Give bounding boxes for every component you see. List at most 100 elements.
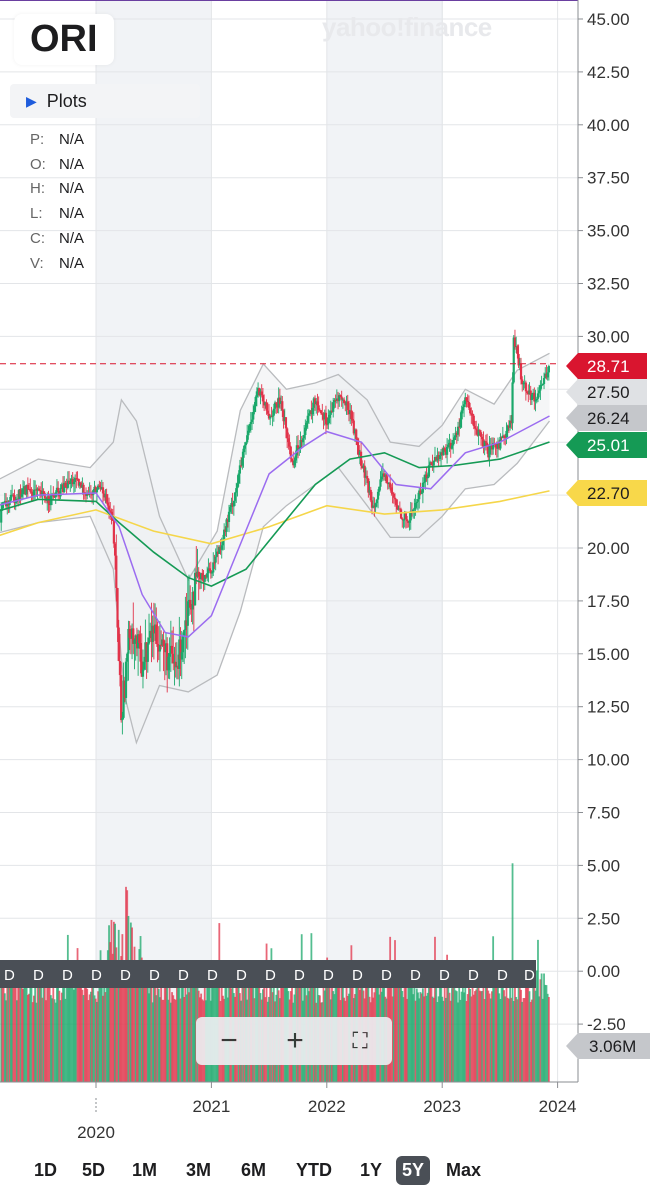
candle-body	[53, 496, 56, 498]
plots-toggle[interactable]: ▶ Plots	[10, 84, 200, 118]
volume-bar	[417, 992, 419, 1082]
candle-body	[180, 652, 183, 660]
x-tick-label: 2021	[192, 1097, 230, 1116]
candle-body	[20, 494, 23, 497]
candle-body	[481, 436, 484, 440]
candle-body	[287, 438, 290, 443]
volume-bar	[82, 995, 85, 1082]
range-3m-button[interactable]: 3M	[186, 1159, 212, 1180]
candle-body	[248, 424, 251, 431]
candle-body	[82, 484, 85, 493]
candle-body	[219, 547, 222, 550]
candle-body	[81, 484, 84, 488]
zoom-out-button[interactable]: −	[220, 1024, 238, 1057]
candle-body	[93, 486, 96, 490]
volume-bar	[459, 999, 462, 1082]
candle-body	[456, 426, 460, 435]
candle-body	[498, 442, 501, 449]
candle-body	[147, 637, 151, 644]
range-ytd-button[interactable]: YTD	[296, 1159, 332, 1180]
candle-body	[519, 363, 523, 380]
candle-body	[207, 568, 210, 574]
volume-bar	[449, 1000, 452, 1082]
candle-body	[223, 529, 226, 541]
dividend-marker: D	[323, 967, 334, 984]
candle-body	[392, 493, 395, 498]
volume-bar	[159, 997, 161, 1082]
volume-bar	[83, 972, 86, 1082]
range-1y-button[interactable]: 1Y	[360, 1159, 383, 1180]
candle-body	[406, 519, 409, 522]
expand-triangle-icon: ▶	[26, 92, 37, 109]
candle-body	[442, 448, 445, 456]
volume-bar	[12, 970, 15, 1082]
candle-body	[269, 415, 272, 419]
candle-body	[224, 529, 227, 532]
candle-body	[187, 599, 191, 602]
volume-bar	[523, 998, 526, 1082]
range-5y-button[interactable]: 5Y	[396, 1155, 431, 1185]
candle-body	[472, 415, 475, 427]
dividend-marker: D	[178, 967, 189, 984]
volume-bar	[397, 984, 400, 1082]
candle-body	[240, 465, 243, 467]
candle-body	[43, 493, 46, 499]
candle-body	[232, 500, 235, 507]
volume-bar	[391, 996, 394, 1082]
volume-bar	[389, 936, 392, 1082]
candle-body	[313, 398, 317, 405]
candle-body	[476, 429, 479, 436]
volume-bar	[437, 996, 440, 1082]
range-5d-button[interactable]: 5D	[82, 1159, 106, 1180]
price-tag-shape	[566, 353, 647, 379]
dividend-strip	[0, 960, 536, 988]
volume-bar	[415, 988, 418, 1082]
volume-bar	[29, 970, 32, 1082]
candle-body	[494, 443, 497, 448]
volume-bar	[100, 975, 103, 1082]
candle-body	[312, 398, 315, 408]
candle-body	[534, 400, 537, 402]
range-1d-button[interactable]: 1D	[34, 1159, 58, 1180]
candle-body	[303, 435, 306, 439]
volume-bar	[419, 992, 422, 1082]
candle-body	[193, 572, 197, 606]
candle-body	[166, 643, 169, 671]
volume-bar	[96, 1001, 98, 1082]
candle-body	[275, 402, 278, 404]
volume-bar	[516, 999, 519, 1082]
zoom-in-button[interactable]: +	[286, 1024, 304, 1057]
candle-body	[293, 460, 296, 466]
range-6m-button[interactable]: 6M	[241, 1159, 267, 1180]
volume-bar	[173, 998, 176, 1082]
candle-body	[189, 599, 192, 608]
dividend-marker: D	[91, 967, 102, 984]
range-max-button[interactable]: Max	[446, 1159, 482, 1180]
candle-body	[252, 411, 255, 420]
volume-bar	[546, 993, 549, 1082]
candle-body	[366, 475, 369, 479]
candle-body	[401, 518, 404, 520]
range-1m-button[interactable]: 1M	[132, 1159, 158, 1180]
fullscreen-icon[interactable]: ⛶	[352, 1028, 368, 1053]
candle-body	[524, 382, 527, 392]
y-tick-label: 5.00	[587, 856, 620, 875]
dividend-marker: D	[149, 967, 160, 984]
candle-body	[153, 624, 157, 634]
candle-body	[42, 490, 45, 494]
candle-body	[0, 508, 3, 523]
candle-body	[426, 476, 429, 479]
candle-body	[356, 438, 359, 446]
volume-bar	[465, 1000, 468, 1082]
volume-bar	[436, 1002, 439, 1082]
candle-body	[98, 485, 101, 488]
volume-bar	[174, 999, 177, 1082]
candle-body	[324, 412, 328, 425]
candle-body	[127, 628, 130, 654]
volume-bar	[458, 976, 461, 1082]
candle-body	[448, 442, 451, 445]
candle-body	[327, 417, 330, 425]
candle-body	[478, 430, 481, 433]
volume-bar	[41, 997, 44, 1082]
volume-bar	[492, 936, 495, 1082]
